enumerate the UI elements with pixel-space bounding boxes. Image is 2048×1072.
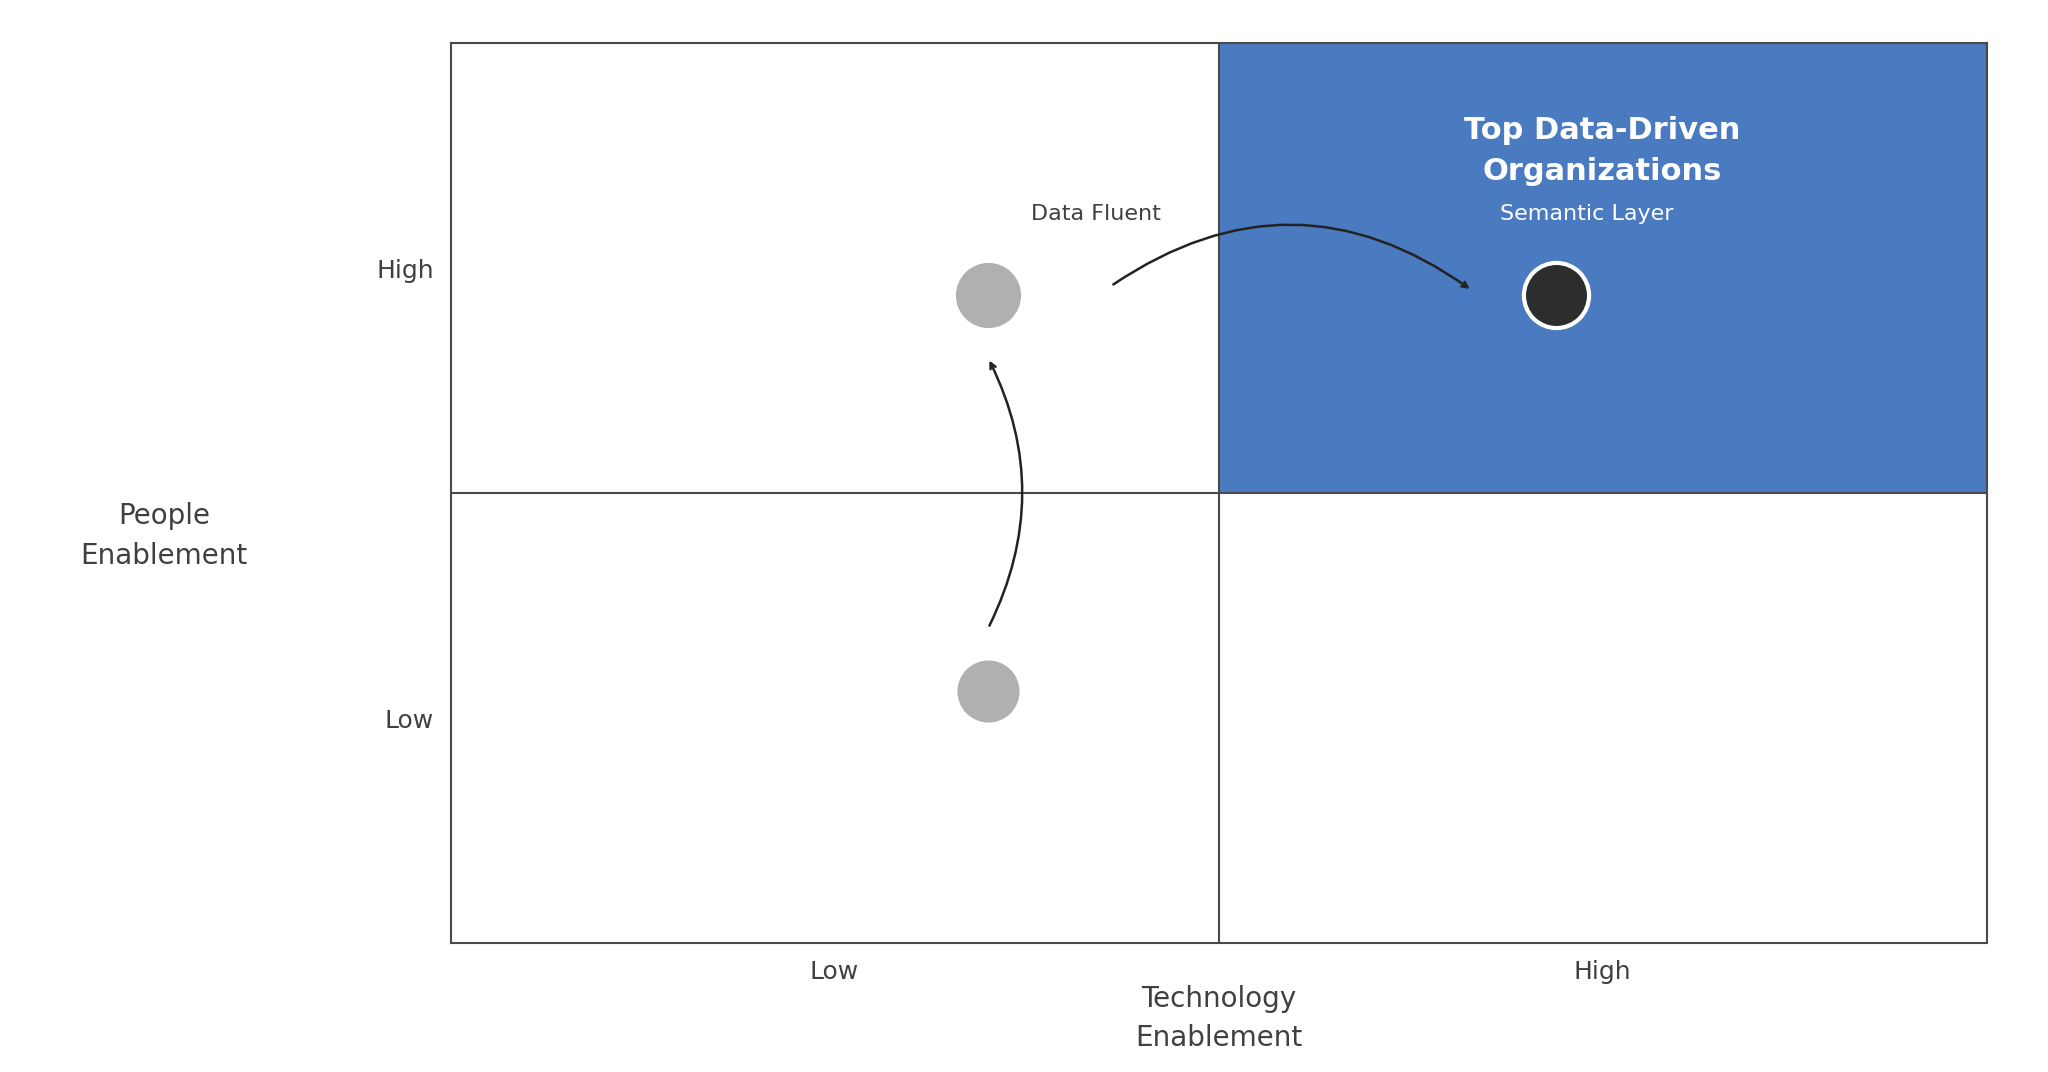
Text: Semantic Layer: Semantic Layer [1501,204,1673,224]
Point [971,286,1004,303]
Bar [1219,43,1987,493]
Bar [451,493,1219,943]
Text: People
Enablement: People Enablement [80,503,248,569]
Point [1540,286,1573,303]
Bar [1219,493,1987,943]
Text: Data Fluent: Data Fluent [1030,204,1161,224]
Bar [451,43,1219,493]
Point [971,683,1004,700]
Text: Technology
Enablement: Technology Enablement [1135,985,1303,1052]
Text: Top Data-Driven
Organizations: Top Data-Driven Organizations [1464,116,1741,185]
